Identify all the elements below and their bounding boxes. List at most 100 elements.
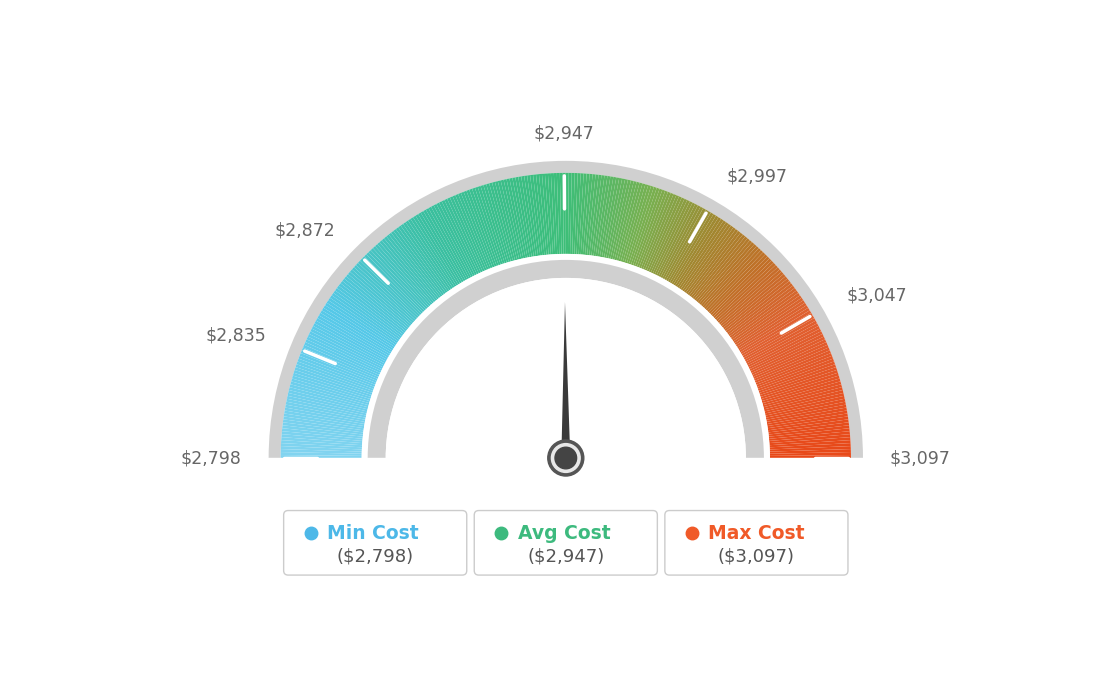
Wedge shape (742, 313, 813, 356)
Wedge shape (389, 233, 440, 298)
Wedge shape (415, 214, 460, 284)
Wedge shape (718, 267, 779, 323)
Wedge shape (426, 208, 467, 280)
Wedge shape (758, 364, 836, 393)
Wedge shape (660, 206, 701, 278)
Wedge shape (766, 402, 846, 420)
Wedge shape (310, 328, 384, 367)
Wedge shape (342, 279, 407, 331)
Polygon shape (561, 302, 571, 458)
Wedge shape (501, 179, 521, 259)
Wedge shape (280, 452, 362, 456)
Wedge shape (567, 173, 572, 254)
Wedge shape (527, 175, 540, 256)
Wedge shape (282, 440, 362, 447)
Wedge shape (466, 190, 497, 267)
Wedge shape (766, 404, 847, 422)
Wedge shape (480, 185, 507, 264)
Wedge shape (300, 351, 376, 383)
Bar (221, 458, 911, 608)
Wedge shape (473, 188, 501, 265)
Wedge shape (740, 308, 809, 353)
Wedge shape (737, 303, 807, 348)
Wedge shape (368, 260, 764, 458)
Wedge shape (360, 259, 420, 317)
Wedge shape (754, 348, 830, 381)
Wedge shape (403, 222, 452, 290)
Wedge shape (765, 393, 845, 413)
Wedge shape (769, 446, 851, 451)
Wedge shape (297, 359, 374, 389)
Wedge shape (665, 208, 705, 280)
Wedge shape (280, 449, 362, 454)
Wedge shape (442, 200, 479, 274)
Wedge shape (285, 404, 365, 422)
Wedge shape (537, 174, 546, 255)
Wedge shape (574, 173, 581, 254)
Wedge shape (768, 420, 849, 433)
Wedge shape (769, 452, 851, 456)
Wedge shape (548, 173, 555, 255)
Wedge shape (760, 367, 837, 395)
Wedge shape (369, 250, 426, 310)
Wedge shape (744, 318, 816, 359)
Wedge shape (764, 387, 842, 409)
Wedge shape (445, 199, 481, 273)
Wedge shape (769, 434, 850, 443)
Wedge shape (701, 244, 756, 306)
Wedge shape (411, 217, 456, 287)
Wedge shape (596, 176, 611, 257)
Wedge shape (734, 297, 804, 345)
Wedge shape (753, 345, 829, 379)
Wedge shape (317, 315, 389, 358)
Wedge shape (378, 242, 433, 305)
Wedge shape (364, 255, 423, 314)
Wedge shape (625, 185, 651, 264)
Wedge shape (367, 252, 425, 312)
Wedge shape (616, 181, 639, 261)
Wedge shape (620, 184, 646, 262)
Wedge shape (767, 411, 848, 426)
Wedge shape (733, 295, 802, 344)
Wedge shape (455, 194, 489, 270)
Wedge shape (767, 416, 848, 431)
Wedge shape (645, 195, 679, 270)
Wedge shape (291, 378, 370, 403)
Wedge shape (282, 434, 362, 443)
FancyBboxPatch shape (475, 511, 657, 575)
Wedge shape (743, 315, 815, 358)
Wedge shape (287, 393, 367, 413)
Wedge shape (767, 413, 848, 428)
Wedge shape (765, 399, 846, 417)
Wedge shape (331, 293, 400, 342)
Wedge shape (469, 188, 499, 266)
Wedge shape (296, 364, 373, 393)
Wedge shape (320, 310, 391, 354)
Wedge shape (677, 219, 723, 288)
Text: $3,097: $3,097 (890, 449, 951, 467)
Wedge shape (676, 217, 721, 287)
Wedge shape (524, 175, 538, 256)
Wedge shape (283, 425, 363, 437)
Wedge shape (686, 227, 736, 294)
Wedge shape (315, 321, 386, 362)
Wedge shape (668, 211, 711, 282)
Wedge shape (611, 179, 630, 259)
Wedge shape (666, 210, 709, 282)
Wedge shape (692, 235, 745, 299)
Wedge shape (306, 339, 380, 375)
Wedge shape (691, 233, 743, 298)
Wedge shape (615, 181, 637, 260)
Wedge shape (346, 274, 410, 328)
Wedge shape (613, 180, 634, 260)
Wedge shape (484, 184, 509, 263)
Wedge shape (710, 257, 769, 315)
Wedge shape (699, 242, 754, 305)
Wedge shape (757, 362, 835, 391)
Wedge shape (285, 408, 365, 424)
Circle shape (551, 444, 581, 473)
Circle shape (548, 440, 584, 476)
Wedge shape (362, 254, 769, 458)
Wedge shape (284, 411, 364, 426)
Wedge shape (431, 206, 471, 278)
